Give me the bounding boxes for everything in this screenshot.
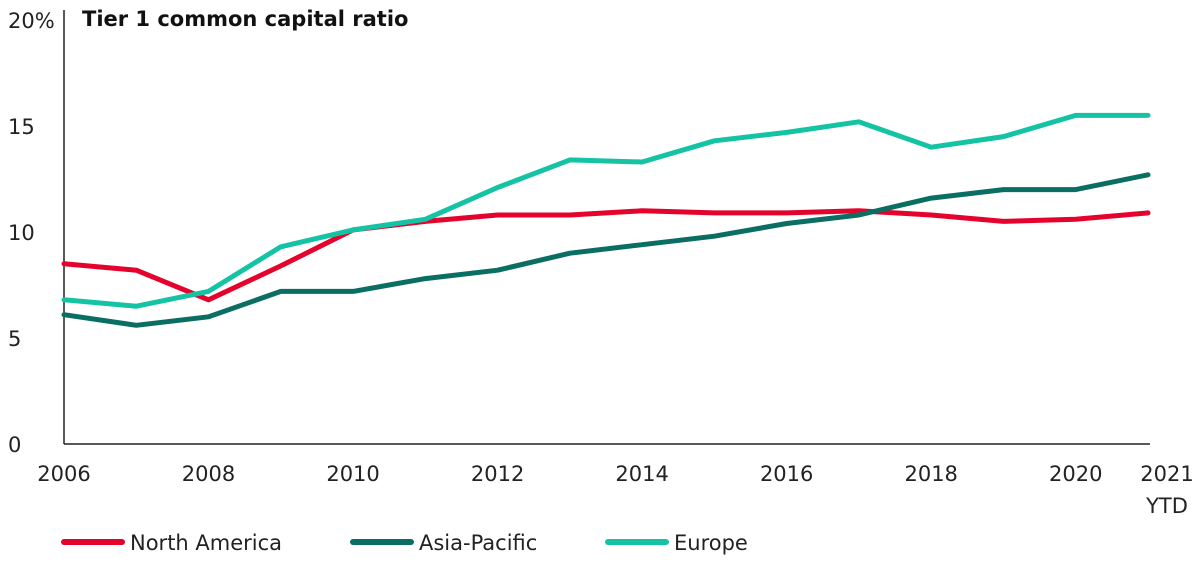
y-tick-label: 20% [8,9,55,33]
series-lines [61,112,1151,328]
legend-label: Europe [674,531,748,555]
x-tick-label: 2010 [326,462,379,486]
y-tick-label: 0 [8,433,21,457]
x-tick-label: 2006 [37,462,90,486]
x-tick-label: 2012 [471,462,524,486]
series-line [61,112,1151,309]
y-tick-label: 5 [8,327,21,351]
x-tick-label: YTD [1145,494,1188,518]
x-tick-label: 2021 [1140,462,1193,486]
legend: North America Asia-Pacific Europe [61,531,748,555]
series-line [61,172,1151,328]
x-tick-label: 2020 [1049,462,1102,486]
y-tick-label: 10 [8,221,35,245]
legend-label: North America [130,531,282,555]
y-axis-ticks: 0 5 10 15 20% [8,9,55,457]
legend-label: Asia-Pacific [419,531,537,555]
x-tick-label: 2014 [615,462,668,486]
x-tick-label: 2008 [182,462,235,486]
y-tick-label: 15 [8,115,35,139]
x-tick-label: 2016 [760,462,813,486]
x-axis-ticks: 2006 2008 2010 2012 2014 2016 2018 2020 2021 YTD [37,462,1193,518]
x-tick-label: 2018 [904,462,957,486]
series-line [61,208,1151,303]
chart-title: Tier 1 common capital ratio [82,7,408,31]
